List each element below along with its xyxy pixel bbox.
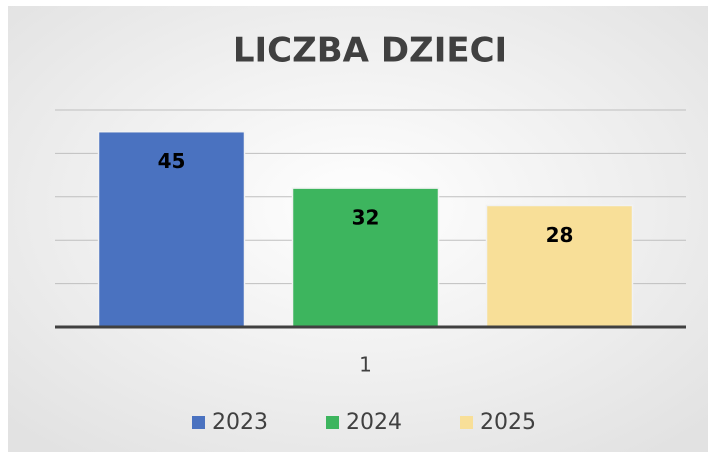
legend-swatch xyxy=(460,416,473,429)
legend-swatch xyxy=(192,416,205,429)
data-label: 28 xyxy=(546,223,574,247)
x-tick-label: 1 xyxy=(359,353,372,377)
chart-title: LICZBA DZIECI xyxy=(233,31,507,71)
legend-label: 2024 xyxy=(346,410,402,435)
bar xyxy=(97,130,246,328)
legend-label: 2023 xyxy=(212,410,268,435)
legend-label: 2025 xyxy=(480,410,536,435)
data-label: 32 xyxy=(352,206,380,230)
data-label: 45 xyxy=(158,149,186,173)
legend-swatch xyxy=(326,416,339,429)
